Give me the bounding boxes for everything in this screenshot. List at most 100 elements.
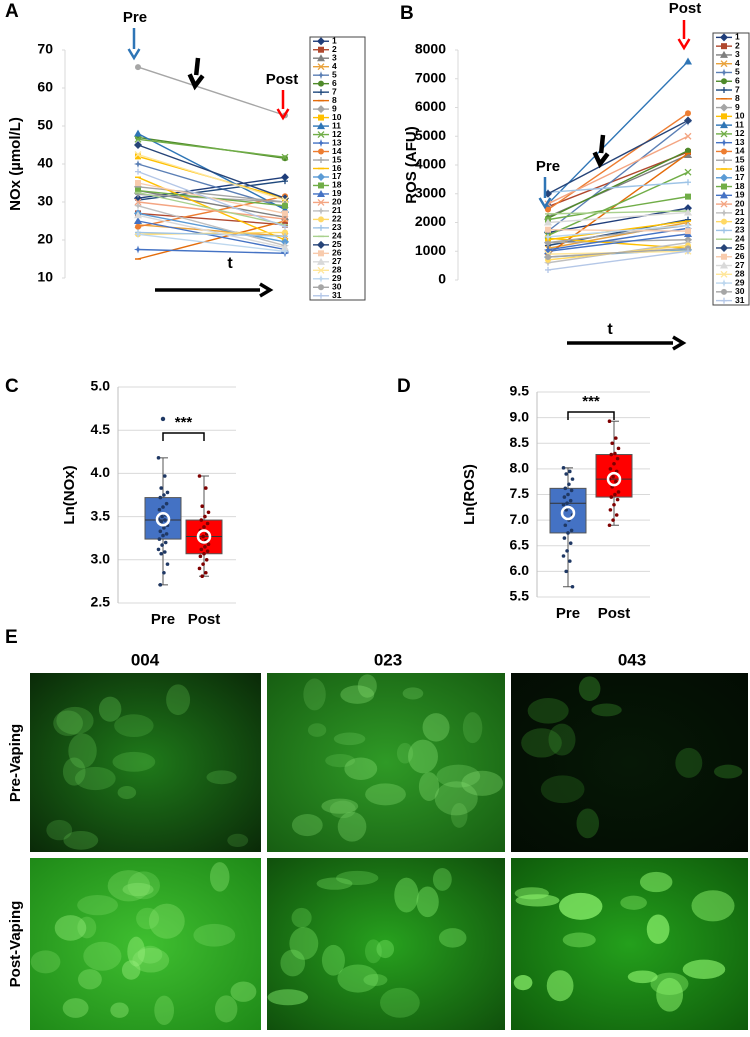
legend-label: 27 — [332, 256, 342, 266]
data-point — [135, 223, 141, 230]
legend-marker — [720, 173, 728, 182]
column-title: 043 — [618, 650, 646, 669]
legend-marker — [720, 243, 728, 252]
legend-marker — [721, 148, 727, 155]
legend-label: 26 — [332, 248, 342, 258]
cell — [30, 950, 61, 974]
data-point — [202, 551, 206, 556]
legend-label: 11 — [332, 120, 341, 130]
mean — [155, 511, 171, 527]
cell — [576, 808, 600, 839]
y-tick-label: 3.0 — [91, 551, 111, 567]
data-point — [203, 545, 207, 549]
y-tick-label: 6.0 — [510, 562, 530, 578]
data-point — [134, 230, 142, 239]
y-tick-label: 1000 — [415, 242, 446, 258]
annotation: t — [607, 321, 613, 338]
cell — [121, 960, 141, 980]
data-point — [282, 229, 288, 236]
data-point — [566, 531, 570, 535]
cell — [438, 928, 467, 948]
legend-label: 9 — [735, 102, 740, 112]
legend-label: 30 — [332, 282, 342, 292]
data-point — [613, 492, 617, 497]
series-line — [547, 211, 689, 224]
series-line — [137, 231, 286, 237]
cell — [713, 764, 743, 779]
legend-marker — [318, 292, 324, 299]
data-point — [685, 248, 691, 255]
data-point — [159, 551, 163, 556]
row-title: Pre-Vaping — [7, 724, 24, 802]
series-line — [137, 248, 286, 254]
legend-label: 19 — [332, 188, 342, 198]
micrograph — [267, 858, 505, 1030]
data-point — [206, 510, 211, 515]
cell — [209, 862, 230, 892]
cell — [365, 783, 406, 806]
data-point — [164, 501, 169, 506]
legend-label: 2 — [332, 44, 337, 54]
series-line — [137, 186, 286, 203]
cell — [434, 781, 478, 816]
y-tick-label: 7.0 — [510, 511, 530, 527]
cell — [436, 764, 481, 788]
image-grid — [30, 673, 748, 1030]
data-point — [616, 490, 621, 494]
series-line — [137, 212, 286, 243]
legend-marker — [317, 139, 325, 148]
legend-marker — [720, 208, 728, 217]
legend-label: 12 — [332, 129, 342, 139]
data-point — [162, 493, 166, 497]
legend-marker — [318, 80, 324, 87]
data-point — [135, 168, 141, 175]
legend-label: 16 — [332, 163, 342, 173]
data-point — [610, 441, 614, 446]
legend-label: 30 — [735, 286, 745, 296]
y-tick-label: 40 — [37, 155, 53, 171]
data-point — [134, 160, 142, 168]
data-point — [156, 456, 161, 460]
data-point — [134, 135, 142, 143]
cell — [562, 932, 596, 948]
legend-label: 24 — [735, 233, 745, 243]
cell — [110, 1002, 129, 1018]
y-tick-label: 5000 — [415, 127, 446, 143]
significance: *** — [175, 414, 193, 431]
data-point — [163, 474, 167, 478]
data-point — [685, 193, 691, 200]
data-point — [545, 266, 551, 273]
legend-marker — [317, 266, 325, 274]
series-line — [547, 228, 689, 232]
y-axis-title: NOx (µmol/L) — [7, 117, 24, 211]
data-point — [566, 492, 570, 497]
y-tick-label: 2.5 — [91, 594, 111, 610]
data-point — [163, 518, 167, 522]
y-tick-label: 0 — [438, 271, 446, 287]
arrow — [193, 57, 201, 76]
data-point — [281, 215, 289, 223]
data-point — [281, 196, 289, 204]
legend-label: 5 — [332, 69, 337, 79]
legend-marker — [720, 261, 728, 269]
legend-label: 28 — [332, 265, 342, 275]
y-tick-label: 9.5 — [510, 383, 530, 399]
series-line — [137, 212, 286, 226]
data-point — [562, 495, 567, 499]
data-point — [564, 569, 568, 574]
cell — [546, 970, 574, 1002]
arrow-head — [677, 38, 691, 51]
panel-label: B — [400, 3, 414, 24]
data-point — [201, 534, 205, 539]
series-line — [547, 61, 689, 205]
cell — [154, 995, 175, 1025]
cell — [325, 753, 356, 768]
cell — [627, 970, 658, 984]
series-line — [547, 121, 689, 232]
legend-label: 27 — [735, 260, 745, 270]
cell — [365, 939, 382, 964]
micrograph — [267, 673, 505, 852]
data-point — [134, 129, 142, 137]
cell — [344, 757, 378, 781]
data-point — [200, 504, 204, 509]
